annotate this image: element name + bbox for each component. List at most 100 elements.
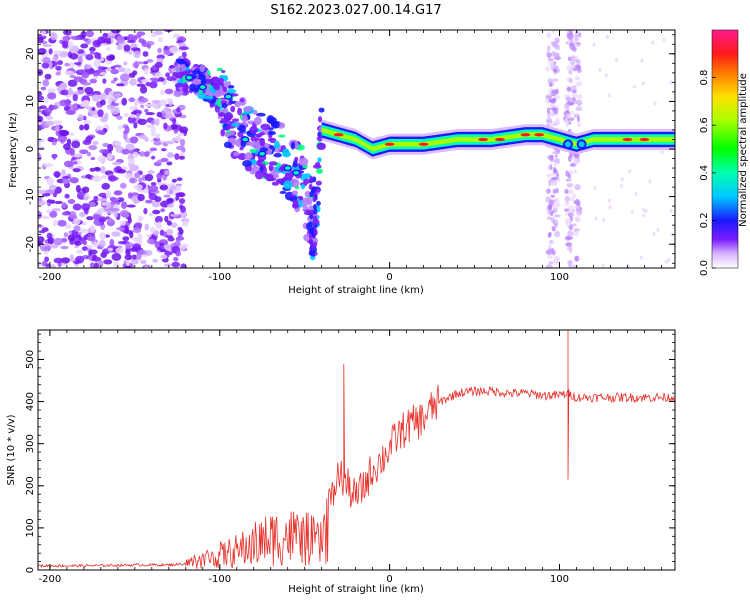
noise-blob <box>551 176 559 181</box>
noise-blob <box>100 165 106 174</box>
noise-blob <box>103 259 113 265</box>
signal-blob <box>255 133 263 138</box>
x-tick-label: -200 <box>39 574 62 585</box>
noise-blob <box>71 103 78 109</box>
noise-blob <box>38 37 44 44</box>
noise-blob <box>166 220 172 226</box>
noise-blob <box>71 35 81 41</box>
noise-blob <box>656 227 660 232</box>
noise-blob <box>46 177 55 186</box>
noise-blob <box>91 90 102 96</box>
noise-blob <box>566 86 572 92</box>
signal-blob <box>257 150 267 158</box>
noise-blob <box>138 177 143 183</box>
noise-blob <box>132 151 139 158</box>
noise-blob <box>151 200 161 208</box>
colorbar-tick-label: 0.2 <box>699 212 710 228</box>
noise-blob <box>568 78 573 84</box>
noise-blob <box>120 201 128 210</box>
noise-blob <box>60 257 71 264</box>
noise-blob <box>632 84 636 89</box>
noise-blob <box>148 185 159 192</box>
noise-blob <box>158 77 165 82</box>
noise-blob <box>97 260 104 268</box>
noise-blob <box>42 43 52 48</box>
noise-blob <box>45 189 56 195</box>
signal-blob <box>184 83 189 91</box>
noise-blob <box>125 265 131 268</box>
noise-blob <box>576 205 580 210</box>
noise-blob <box>554 44 561 51</box>
noise-blob <box>551 78 559 82</box>
signal-blob <box>219 120 226 124</box>
noise-blob <box>169 185 177 191</box>
noise-blob <box>97 109 104 118</box>
noise-blob <box>67 234 76 242</box>
noise-blob <box>555 95 560 101</box>
signal-blob <box>292 199 299 208</box>
noise-blob <box>122 236 130 242</box>
signal-blob <box>316 200 321 206</box>
noise-blob <box>107 98 113 105</box>
noise-blob <box>146 43 152 49</box>
noise-blob <box>545 249 553 255</box>
noise-blob <box>181 51 187 59</box>
noise-blob <box>107 247 114 252</box>
noise-blob <box>65 98 71 107</box>
noise-blob <box>163 263 172 267</box>
noise-blob <box>99 232 107 241</box>
noise-blob <box>82 139 92 146</box>
noise-blob <box>165 244 170 252</box>
signal-blob <box>259 166 264 172</box>
noise-blob <box>548 244 552 251</box>
noise-blob <box>116 226 126 231</box>
noise-blob <box>56 85 62 92</box>
noise-blob <box>81 71 90 79</box>
noise-blob <box>555 197 560 204</box>
noise-blob <box>134 222 143 228</box>
noise-blob <box>51 208 61 212</box>
noise-blob <box>106 66 112 72</box>
noise-blob <box>604 73 608 78</box>
noise-blob <box>38 261 42 267</box>
noise-blob <box>86 233 96 242</box>
spectrogram-y-ticks: -20 -10 0 10 20 <box>25 34 675 264</box>
signal-blob <box>315 180 322 186</box>
noise-blob <box>124 254 133 261</box>
noise-blob <box>117 169 127 174</box>
signal-blob <box>317 157 322 163</box>
noise-blob <box>550 216 555 223</box>
noise-blob <box>620 177 624 182</box>
noise-blob <box>75 255 85 264</box>
signal-blob <box>265 173 274 182</box>
noise-blob <box>86 216 94 221</box>
y-tick-label: 0 <box>25 146 36 152</box>
noise-blob <box>52 153 57 160</box>
signal-blob <box>249 148 257 153</box>
y-tick-label: 200 <box>25 476 36 495</box>
signal-blob <box>278 167 285 172</box>
noise-blob <box>144 68 149 75</box>
noise-blob <box>162 49 172 56</box>
noise-blob <box>146 238 155 244</box>
noise-blob <box>574 255 579 262</box>
noise-blob <box>547 265 554 268</box>
noise-blob <box>110 66 116 70</box>
noise-blob <box>38 199 46 206</box>
noise-blob <box>72 217 81 225</box>
noise-blob <box>163 106 170 114</box>
noise-blob <box>165 140 175 145</box>
signal-blob <box>221 70 226 74</box>
noise-blob <box>644 208 648 213</box>
snr-line <box>38 330 675 569</box>
noise-blob <box>38 48 47 55</box>
signal-blob <box>231 122 240 127</box>
noise-blob <box>640 255 644 260</box>
noise-blob <box>61 211 68 216</box>
noise-blob <box>109 196 116 202</box>
ridge-peak <box>384 142 395 146</box>
noise-blob <box>88 201 96 207</box>
x-tick-label: -100 <box>208 574 231 585</box>
noise-blob <box>178 155 186 160</box>
noise-blob <box>42 79 50 87</box>
